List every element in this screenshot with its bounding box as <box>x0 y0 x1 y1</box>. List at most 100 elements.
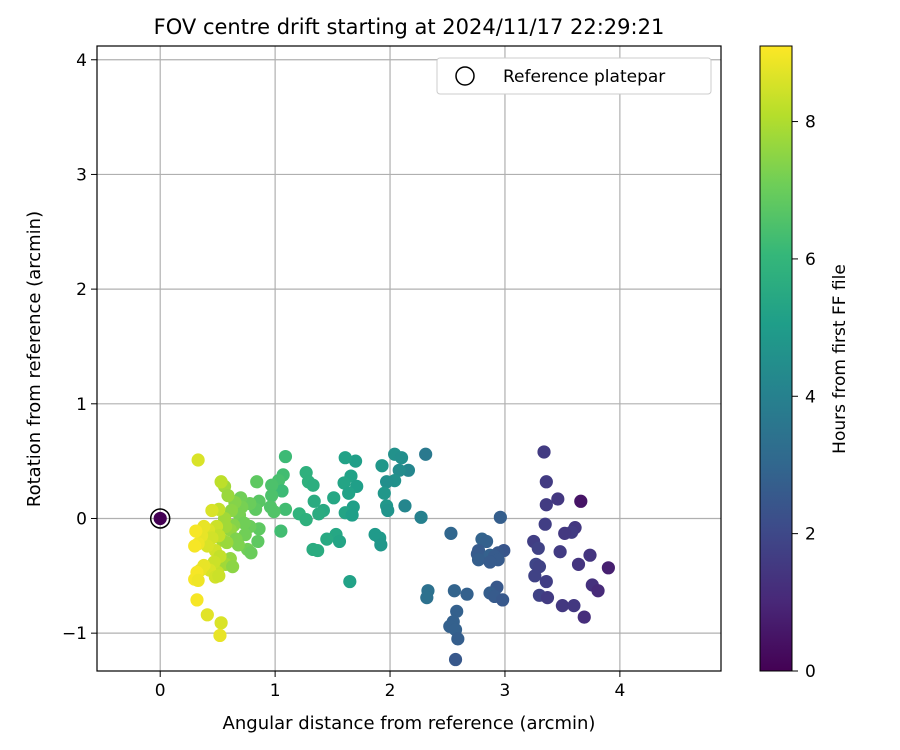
scatter-point <box>237 516 251 530</box>
scatter-point <box>574 494 588 508</box>
scatter-point <box>191 453 205 467</box>
scatter-point <box>214 475 228 489</box>
scatter-point <box>401 463 416 477</box>
scatter-point <box>377 486 391 500</box>
legend-label-reference: Reference platepar <box>503 67 665 87</box>
scatter-point <box>244 546 258 560</box>
scatter-point <box>307 494 321 508</box>
scatter-point <box>312 507 326 521</box>
x-axis: 0 1 2 3 4 <box>155 671 625 701</box>
scatter-point <box>493 510 507 524</box>
colorbar-tick-label: 6 <box>805 250 816 270</box>
scatter-point <box>299 513 313 527</box>
scatter-point <box>531 541 545 555</box>
colorbar-tick-label: 2 <box>805 525 816 545</box>
scatter-point <box>450 604 464 618</box>
colorbar-label: Hours from first FF file <box>830 264 850 454</box>
scatter-point <box>538 517 552 531</box>
scatter-point <box>483 555 497 569</box>
scatter-point <box>221 488 235 503</box>
scatter-point <box>398 499 412 513</box>
scatter-point <box>327 491 341 505</box>
colorbar-tick-label: 8 <box>805 113 816 133</box>
legend-box <box>436 57 712 95</box>
scatter-point <box>267 504 281 519</box>
legend: Reference platepar <box>436 57 712 95</box>
y-tick-label: 4 <box>76 51 87 71</box>
scatter-point <box>591 584 605 598</box>
scatter-point <box>265 488 279 503</box>
reference-platepar-marker <box>149 508 171 529</box>
scatter-point <box>278 502 293 516</box>
scatter-point <box>414 510 428 524</box>
scatter-point <box>553 545 567 559</box>
x-tick-label: 4 <box>614 681 625 701</box>
x-axis-label: Angular distance from reference (arcmin) <box>223 713 596 734</box>
colorbar: 0 2 4 6 8 Hours from first FF file <box>759 45 850 682</box>
y-tick-label: 1 <box>76 395 87 415</box>
scatter-point <box>343 574 357 589</box>
scatter-point <box>419 447 433 461</box>
y-axis: −1 0 1 2 3 4 <box>62 51 97 644</box>
scatter-point <box>213 628 227 643</box>
colorbar-tick-label: 4 <box>805 387 816 407</box>
scatter-point <box>374 538 388 552</box>
scatter-point <box>539 574 553 589</box>
y-tick-label: −1 <box>62 624 87 644</box>
scatter-point <box>191 573 205 588</box>
scatter-point <box>189 524 203 538</box>
scatter-point <box>583 548 597 562</box>
scatter-point <box>539 498 553 512</box>
y-tick-label: 0 <box>76 509 87 529</box>
scatter-point <box>212 569 226 583</box>
x-tick-label: 0 <box>155 681 166 701</box>
scatter-point <box>448 652 463 667</box>
scatter-point <box>601 561 615 575</box>
scatter-point <box>265 478 279 492</box>
y-tick-label: 3 <box>76 165 87 185</box>
scatter-points <box>188 445 615 667</box>
scatter-point <box>231 538 245 552</box>
scatter-point <box>188 539 202 553</box>
scatter-point <box>528 569 542 583</box>
scatter-point <box>338 451 352 465</box>
scatter-point <box>537 445 551 459</box>
scatter-point <box>471 553 486 567</box>
scatter-point <box>444 526 458 540</box>
scatter-point <box>571 557 586 571</box>
scatter-point <box>420 591 434 605</box>
scatter-point <box>375 459 389 473</box>
scatter-point <box>451 632 465 646</box>
scatter-point <box>551 492 565 506</box>
scatter-point <box>278 449 293 464</box>
scatter-point <box>577 610 591 624</box>
scatter-point <box>219 519 233 534</box>
x-tick-label: 2 <box>385 681 396 701</box>
y-tick-label: 2 <box>76 280 87 300</box>
x-tick-label: 3 <box>500 681 511 701</box>
scatter-point <box>214 616 228 630</box>
scatter-point <box>381 503 395 518</box>
scatter-point <box>332 534 347 549</box>
scatter-point <box>447 584 461 598</box>
scatter-point <box>539 475 553 489</box>
scatter-point <box>496 593 510 607</box>
scatter-point <box>200 608 214 622</box>
scatter-point <box>274 524 288 538</box>
grid <box>97 46 721 671</box>
scatter-point <box>379 475 394 489</box>
reference-platepar-group <box>149 508 171 529</box>
scatter-point <box>250 475 264 489</box>
scatter-point <box>251 534 265 549</box>
scatter-point <box>567 599 581 613</box>
scatter-point <box>275 484 289 498</box>
scatter-point <box>205 503 219 518</box>
legend-marker-reference <box>455 66 475 86</box>
scatter-point <box>394 451 409 465</box>
x-tick-label: 1 <box>270 681 281 701</box>
scatter-point <box>460 587 474 601</box>
scatter-point <box>555 599 570 613</box>
scatter-point <box>540 591 555 605</box>
scatter-point <box>479 534 494 549</box>
